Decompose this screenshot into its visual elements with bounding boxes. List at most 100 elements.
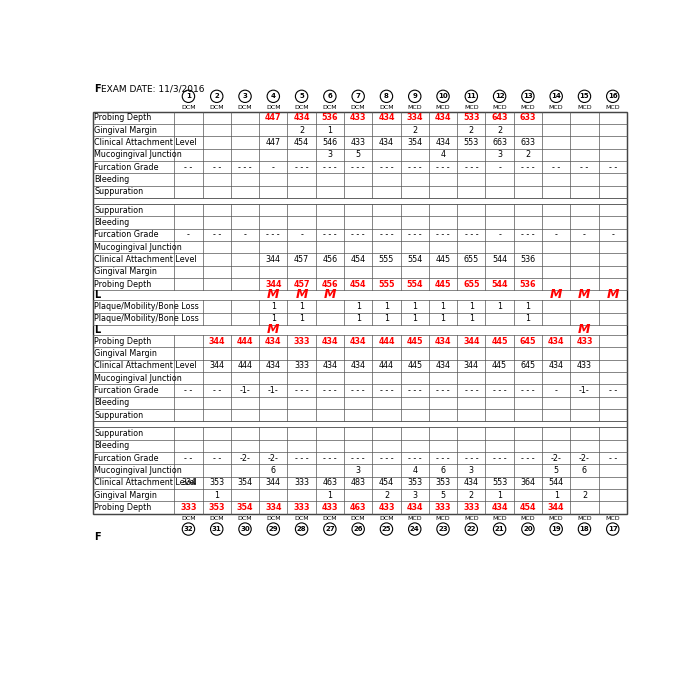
Text: - - -: - - - — [351, 454, 365, 463]
Text: M: M — [323, 288, 336, 302]
Text: 1: 1 — [412, 302, 417, 311]
Text: - - -: - - - — [465, 230, 478, 239]
Text: 434: 434 — [378, 113, 395, 122]
Text: -: - — [554, 386, 558, 395]
Text: 555: 555 — [378, 280, 395, 288]
Text: 27: 27 — [325, 526, 335, 532]
Text: - - -: - - - — [379, 162, 393, 172]
Text: 444: 444 — [237, 337, 253, 346]
Text: 19: 19 — [552, 526, 561, 532]
Text: 433: 433 — [576, 337, 593, 346]
Text: DCM: DCM — [379, 516, 394, 521]
Text: 483: 483 — [351, 478, 365, 487]
Text: 454: 454 — [351, 255, 365, 264]
Text: - - -: - - - — [379, 454, 393, 463]
Text: 1: 1 — [384, 314, 389, 323]
Text: 1: 1 — [526, 314, 531, 323]
Text: 3: 3 — [412, 491, 417, 500]
Text: 1: 1 — [440, 314, 445, 323]
Text: 3: 3 — [243, 93, 248, 99]
Text: 434: 434 — [464, 478, 479, 487]
Text: 536: 536 — [520, 255, 536, 264]
Text: M: M — [267, 323, 279, 336]
Text: 463: 463 — [350, 503, 366, 512]
Text: 364: 364 — [520, 478, 536, 487]
Text: 344: 344 — [463, 337, 480, 346]
Text: DCM: DCM — [323, 516, 337, 521]
Text: MCD: MCD — [578, 104, 592, 110]
Text: 454: 454 — [350, 280, 366, 288]
Text: -: - — [244, 230, 246, 239]
Text: - - -: - - - — [379, 230, 393, 239]
Text: - - -: - - - — [351, 230, 365, 239]
Text: Clinical Attachment Level: Clinical Attachment Level — [94, 361, 197, 370]
Text: 3: 3 — [356, 466, 360, 475]
Text: 434: 434 — [266, 361, 281, 370]
Text: DCM: DCM — [351, 516, 365, 521]
Text: MCD: MCD — [492, 516, 507, 521]
Text: 31: 31 — [212, 526, 222, 532]
Text: 333: 333 — [463, 503, 480, 512]
Text: 444: 444 — [237, 361, 253, 370]
Text: 457: 457 — [294, 255, 309, 264]
Text: Gingival Margin: Gingival Margin — [94, 491, 158, 500]
Text: Bleeding: Bleeding — [94, 175, 130, 184]
Text: 20: 20 — [523, 526, 533, 532]
Text: 2: 2 — [525, 150, 531, 160]
Text: DCM: DCM — [238, 516, 252, 521]
Text: -: - — [554, 230, 558, 239]
Text: DCM: DCM — [294, 516, 309, 521]
Text: 30: 30 — [240, 526, 250, 532]
Text: Probing Depth: Probing Depth — [94, 503, 152, 512]
Text: 10: 10 — [438, 93, 448, 99]
Text: 447: 447 — [266, 138, 281, 147]
Text: DCM: DCM — [181, 516, 196, 521]
Text: 334: 334 — [265, 503, 281, 512]
Text: 333: 333 — [293, 337, 310, 346]
Text: - - -: - - - — [408, 230, 421, 239]
Text: L: L — [94, 290, 100, 300]
Text: 454: 454 — [294, 138, 309, 147]
Text: 9: 9 — [412, 93, 417, 99]
Text: 7: 7 — [356, 93, 360, 99]
Text: Gingival Margin: Gingival Margin — [94, 349, 158, 358]
Text: 433: 433 — [378, 503, 395, 512]
Text: Furcation Grade: Furcation Grade — [94, 230, 159, 239]
Text: - - -: - - - — [465, 454, 478, 463]
Text: - - -: - - - — [493, 386, 506, 395]
Text: 333: 333 — [294, 361, 309, 370]
Text: 1: 1 — [299, 302, 304, 311]
Text: 1: 1 — [440, 302, 445, 311]
Text: 445: 445 — [435, 255, 451, 264]
Text: 433: 433 — [577, 361, 592, 370]
Text: 3: 3 — [328, 150, 332, 160]
Text: 23: 23 — [438, 526, 448, 532]
Text: L: L — [94, 325, 100, 335]
Text: 344: 344 — [464, 361, 479, 370]
Text: Clinical Attachment Level: Clinical Attachment Level — [94, 138, 197, 147]
Text: 5: 5 — [299, 93, 304, 99]
Text: Gingival Margin: Gingival Margin — [94, 267, 158, 276]
Text: MCD: MCD — [521, 104, 536, 110]
Text: - -: - - — [184, 454, 192, 463]
Text: Furcation Grade: Furcation Grade — [94, 386, 159, 395]
Text: Plaque/Mobility/Bone Loss: Plaque/Mobility/Bone Loss — [94, 314, 199, 323]
Text: - - -: - - - — [267, 230, 280, 239]
Text: 433: 433 — [321, 503, 338, 512]
Text: - - -: - - - — [436, 454, 450, 463]
Text: 2: 2 — [497, 126, 502, 134]
Text: -2-: -2- — [579, 454, 590, 463]
Text: 434: 434 — [265, 337, 281, 346]
Text: -2-: -2- — [239, 454, 251, 463]
Text: M: M — [267, 288, 279, 302]
Text: 2: 2 — [412, 126, 417, 134]
Text: 2: 2 — [299, 126, 304, 134]
Text: Plaque/Mobility/Bone Loss: Plaque/Mobility/Bone Loss — [94, 302, 199, 311]
Text: 1: 1 — [469, 314, 474, 323]
Text: - - -: - - - — [521, 386, 535, 395]
Text: 633: 633 — [520, 138, 536, 147]
Text: 444: 444 — [379, 361, 394, 370]
Text: 445: 445 — [407, 337, 423, 346]
Text: -1-: -1- — [268, 386, 279, 395]
Text: Mucogingival Junction: Mucogingival Junction — [94, 150, 182, 160]
